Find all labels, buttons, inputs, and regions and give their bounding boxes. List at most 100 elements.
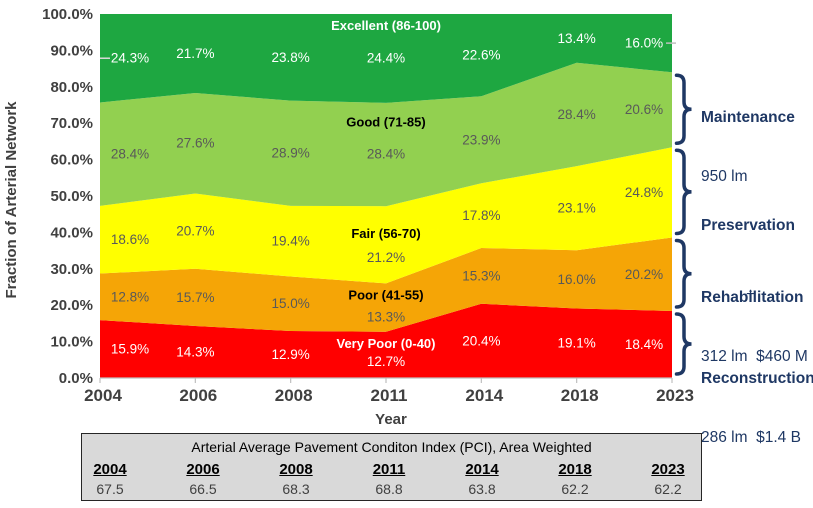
band-title-good-71-85: Good (71-85) (346, 115, 425, 130)
y-tick-label: 90.0% (50, 42, 93, 59)
band-title-poor-41-55: Poor (41-55) (348, 288, 423, 303)
value-label: 24.3% (111, 51, 149, 66)
pci-column-2008: 2008 68.3 (253, 461, 339, 497)
value-label: 19.4% (272, 234, 310, 249)
x-tick-label: 2008 (275, 386, 313, 405)
pci-value: 62.2 (654, 481, 682, 497)
bracket-detail: 286 lm $1.4 B (701, 429, 801, 446)
x-tick-label: 2004 (84, 386, 122, 405)
value-label: 20.7% (176, 224, 214, 239)
pci-value: 68.8 (375, 481, 403, 497)
pci-column-2014: 2014 63.8 (439, 461, 525, 497)
pci-year: 2018 (558, 461, 592, 478)
bracket-label-preservation: Preservation + (701, 178, 795, 323)
x-tick-label: 2011 (371, 386, 408, 405)
value-label: 15.3% (462, 268, 500, 283)
value-label: 15.7% (176, 290, 214, 305)
stacked-area-chart: 0.0% 10.0% 20.0% 30.0% 40.0% 50.0% 60.0% 70.0% 8… (3, 6, 694, 428)
value-label: 18.4% (625, 337, 663, 352)
brace-rehabilitation (674, 238, 692, 309)
pci-summary-table: Arterial Average Pavement Conditon Index… (81, 433, 702, 501)
bracket-detail: 950 lm (701, 168, 748, 185)
pci-column-2004: 2004 67.5 (67, 461, 153, 497)
band-very-poor-0-40 (100, 303, 672, 378)
pci-column-2023: 2023 62.2 (625, 461, 711, 497)
value-label: 21.2% (367, 250, 405, 265)
band-title-very-poor-0-40: Very Poor (0-40) (337, 336, 436, 351)
pci-year: 2014 (465, 461, 499, 478)
value-label: 13.4% (558, 31, 596, 46)
value-label: 12.9% (272, 347, 310, 362)
value-label: 16.0% (558, 272, 596, 287)
value-label: 22.6% (462, 48, 500, 63)
value-label: 20.2% (625, 267, 663, 282)
y-tick-label: 80.0% (50, 79, 93, 96)
y-tick-label: 70.0% (50, 115, 93, 132)
bracket-label-reconstruction: Reconstruction 286 lm $1.4 B (701, 331, 813, 466)
value-label: 20.4% (462, 333, 500, 348)
brace-reconstruction (674, 312, 692, 376)
y-axis-title: Fraction of Arterial Network (3, 101, 20, 299)
pci-year: 2023 (651, 461, 685, 478)
x-tick-label: 2006 (179, 386, 217, 405)
y-tick-label: 100.0% (42, 6, 93, 23)
value-label: 23.9% (462, 132, 500, 147)
bracket-detail: 312 lm $460 M (701, 348, 808, 365)
y-tick-label: 10.0% (50, 334, 93, 351)
value-label: 24.8% (625, 185, 663, 200)
value-label: 17.8% (462, 208, 500, 223)
band-title-fair-56-70: Fair (56-70) (351, 226, 420, 241)
pci-column-2018: 2018 62.2 (532, 461, 618, 497)
y-tick-label: 0.0% (59, 370, 93, 387)
band-fair-56-70 (100, 147, 672, 284)
x-tick-label: 2023 (656, 386, 694, 405)
y-tick-label: 30.0% (50, 261, 93, 278)
bracket-detail: + (746, 286, 756, 303)
bracket-title: Rehabilitation (701, 289, 804, 306)
y-tick-label: 20.0% (50, 297, 93, 314)
value-label: 18.6% (111, 232, 149, 247)
value-label: 28.4% (367, 147, 405, 162)
bracket-label-maintenance: Maintenance 950 lm (701, 70, 795, 205)
value-label: 21.7% (176, 46, 214, 61)
value-label: 28.4% (558, 107, 596, 122)
pci-year: 2011 (372, 461, 406, 478)
pci-column-2006: 2006 66.5 (160, 461, 246, 497)
band-title-excellent-86-100: Excellent (86-100) (331, 18, 441, 33)
x-axis-title: Year (375, 411, 407, 428)
y-tick-label: 50.0% (50, 188, 93, 205)
value-label: 20.6% (625, 102, 663, 117)
y-tick-label: 40.0% (50, 224, 93, 241)
pci-value: 66.5 (189, 481, 217, 497)
value-label: 12.8% (111, 289, 149, 304)
bracket-title: Preservation (701, 217, 795, 234)
brace-preservation (674, 148, 692, 236)
y-tick-label: 60.0% (50, 152, 93, 169)
bracket-title: Maintenance (701, 109, 795, 126)
value-label: 23.1% (558, 201, 596, 216)
value-label: 12.7% (367, 354, 405, 369)
value-label: 16.0% (625, 36, 663, 51)
band-good-71-85 (100, 62, 672, 207)
band-poor-41-55 (100, 237, 672, 332)
band-excellent-86-100 (100, 14, 672, 103)
x-tick-label: 2018 (561, 386, 599, 405)
pci-table-title: Arterial Average Pavement Conditon Index… (191, 439, 592, 455)
value-label: 14.3% (176, 344, 214, 359)
value-label: 28.9% (272, 146, 310, 161)
pci-value: 62.2 (561, 481, 589, 497)
bracket-label-rehabilitation: Rehabilitation 312 lm $460 M (701, 250, 808, 385)
pci-value: 68.3 (282, 481, 310, 497)
pci-value: 63.8 (468, 481, 496, 497)
value-label: 13.3% (367, 310, 405, 325)
value-label: 24.4% (367, 50, 405, 65)
bracket-title: Reconstruction (701, 370, 813, 387)
pci-year: 2006 (186, 461, 220, 478)
value-label: 15.0% (272, 296, 310, 311)
value-label: 15.9% (111, 342, 149, 357)
brace-maintenance (674, 73, 692, 145)
value-label: 19.1% (558, 336, 596, 351)
pci-year: 2008 (279, 461, 313, 478)
x-tick-label: 2014 (465, 386, 503, 405)
